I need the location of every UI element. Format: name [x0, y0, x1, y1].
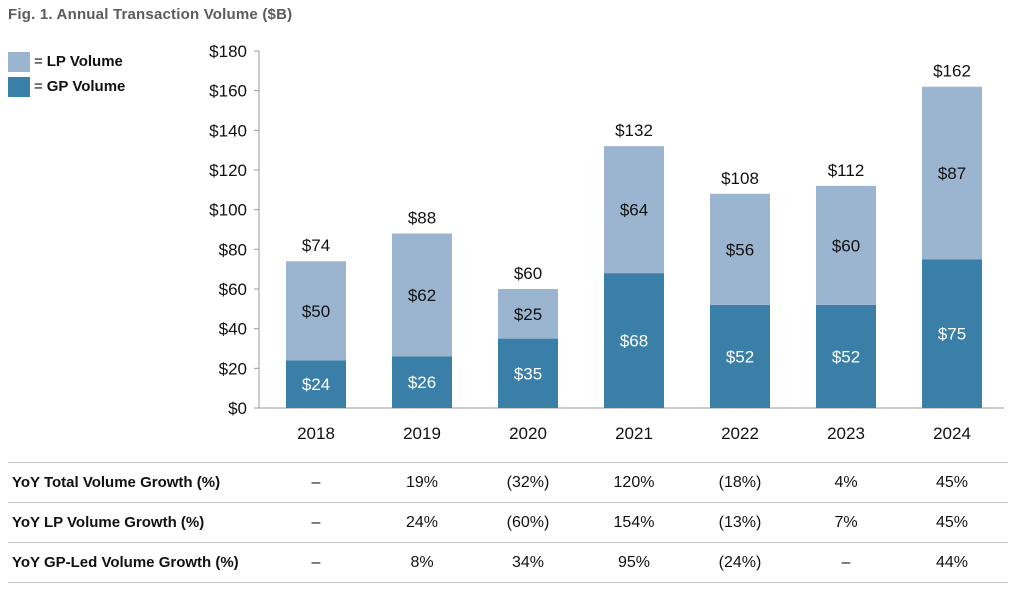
- table-cell: 95%: [617, 554, 651, 571]
- y-tick-label: $0: [228, 399, 247, 418]
- y-tick-label: $100: [209, 201, 247, 220]
- table-cell: 45%: [935, 474, 969, 491]
- bar-gp: [922, 259, 982, 408]
- bar-gp: [392, 356, 452, 408]
- table-cell: 120%: [613, 474, 655, 491]
- bar-gp: [498, 338, 558, 408]
- table-row-gp: YoY GP-Led Volume Growth (%) – 8% 34% 95…: [8, 542, 1008, 583]
- x-tick-label: 2022: [721, 424, 759, 443]
- bar-label-gp: $35: [514, 364, 542, 383]
- bar-gp: [604, 273, 664, 408]
- bar-total-label: $108: [721, 169, 759, 188]
- bar-lp: [604, 146, 664, 274]
- y-tick-label: $120: [209, 161, 247, 180]
- x-tick-label: 2020: [509, 424, 547, 443]
- bar-gp: [816, 304, 876, 408]
- bar-gp: [286, 360, 346, 408]
- table-cell: 44%: [935, 554, 969, 571]
- bar-total-label: $88: [408, 208, 436, 227]
- bar-label-gp: $68: [620, 332, 648, 351]
- bar-lp: [286, 261, 346, 361]
- table-cell: (60%): [506, 514, 550, 531]
- bar-label-lp: $64: [620, 201, 648, 220]
- x-tick-label: 2018: [297, 424, 335, 443]
- x-tick-label: 2023: [827, 424, 865, 443]
- x-tick-label: 2019: [403, 424, 441, 443]
- table-cell: 34%: [511, 554, 545, 571]
- table-cell: (13%): [718, 514, 762, 531]
- bar-label-gp: $52: [832, 347, 860, 366]
- bar-lp: [922, 86, 982, 260]
- table-cell: 8%: [410, 554, 434, 571]
- table-cell: –: [841, 554, 851, 571]
- bar-label-lp: $60: [832, 236, 860, 255]
- table-cell: 19%: [405, 474, 439, 491]
- table-cell: (24%): [718, 554, 762, 571]
- legend-item-lp: = LP Volume: [8, 49, 125, 74]
- bar-lp: [816, 185, 876, 305]
- bar-label-lp: $62: [408, 286, 436, 305]
- table-row-total: YoY Total Volume Growth (%) – 19% (32%) …: [8, 462, 1008, 502]
- table-cell: –: [311, 514, 321, 531]
- y-tick-label: $160: [209, 82, 247, 101]
- legend-equals-sign: =: [34, 53, 43, 70]
- bar-label-gp: $26: [408, 373, 436, 392]
- bar-total-label: $162: [933, 62, 971, 81]
- legend-swatch-gp: [8, 76, 30, 97]
- bar-label-lp: $56: [726, 240, 754, 259]
- growth-table: YoY Total Volume Growth (%) – 19% (32%) …: [8, 462, 1008, 583]
- figure-title: Fig. 1. Annual Transaction Volume ($B): [8, 6, 293, 23]
- table-cell: 7%: [834, 514, 858, 531]
- legend-swatch-lp: [8, 51, 30, 72]
- bar-label-lp: $50: [302, 302, 330, 321]
- legend: = LP Volume = GP Volume: [8, 49, 125, 99]
- table-row-lp: YoY LP Volume Growth (%) – 24% (60%) 154…: [8, 502, 1008, 542]
- table-cell: (18%): [718, 474, 762, 491]
- table-cell: 4%: [834, 474, 858, 491]
- row-label: YoY Total Volume Growth (%): [12, 474, 221, 491]
- y-tick-label: $140: [209, 121, 247, 140]
- x-tick-label: 2021: [615, 424, 653, 443]
- bar-label-gp: $75: [938, 325, 966, 344]
- bar-lp: [392, 233, 452, 357]
- bar-gp: [710, 304, 770, 408]
- bar-label-lp: $25: [514, 305, 542, 324]
- row-label: YoY LP Volume Growth (%): [12, 514, 205, 531]
- bar-label-lp: $87: [938, 164, 966, 183]
- table-cell: 45%: [935, 514, 969, 531]
- bar-label-gp: $24: [302, 375, 330, 394]
- legend-item-gp: = GP Volume: [8, 74, 125, 99]
- bar-total-label: $112: [828, 161, 865, 180]
- y-tick-label: $20: [219, 359, 247, 378]
- legend-label-gp: GP Volume: [46, 78, 126, 95]
- y-tick-label: $80: [219, 240, 247, 259]
- bar-total-label: $74: [302, 236, 330, 255]
- bar-label-gp: $52: [726, 347, 754, 366]
- stacked-bar-chart: $0 $20 $40 $60 $80 $100 $120 $140 $160 $180 $24 $50…: [209, 42, 1004, 443]
- x-tick-label: 2024: [933, 424, 971, 443]
- bar-total-label: $132: [615, 121, 653, 140]
- table-cell: (32%): [506, 474, 550, 491]
- bar-total-label: $60: [514, 264, 542, 283]
- table-cell: –: [311, 474, 321, 491]
- table-cell: 154%: [613, 514, 655, 531]
- table-cell: –: [311, 554, 321, 571]
- legend-label-lp: LP Volume: [46, 53, 123, 70]
- y-tick-label: $180: [209, 42, 247, 61]
- y-tick-label: $60: [219, 280, 247, 299]
- row-label: YoY GP-Led Volume Growth (%): [12, 554, 239, 571]
- bar-lp: [498, 289, 558, 339]
- table-cell: 24%: [405, 514, 439, 531]
- y-tick-label: $40: [219, 320, 247, 339]
- bar-lp: [710, 193, 770, 305]
- legend-equals-sign: =: [34, 78, 43, 95]
